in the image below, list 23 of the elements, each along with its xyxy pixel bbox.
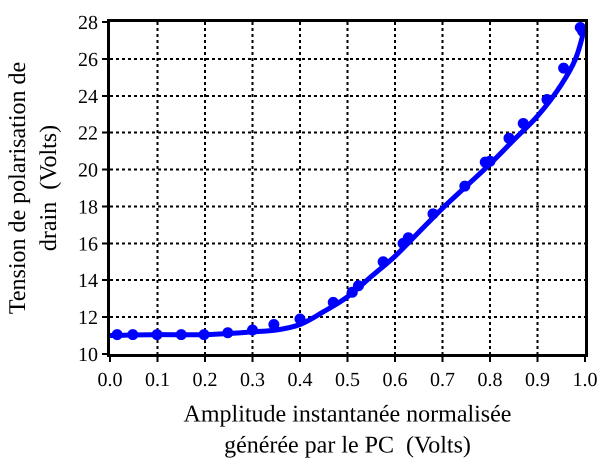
x-tick-label: 0.7 (430, 369, 455, 391)
x-tick-label: 0.5 (335, 369, 360, 391)
y-tick-label: 16 (78, 233, 98, 256)
x-tick-label: 0.2 (192, 369, 218, 391)
y-tick-label: 22 (78, 122, 98, 145)
y-tick-label: 20 (78, 160, 98, 182)
x-tick-label: 0.4 (288, 369, 312, 391)
x-tick-label: 0.6 (382, 369, 408, 391)
y-tick-label: 12 (78, 307, 98, 330)
x-tick-label: 0.8 (478, 369, 502, 391)
x-tick-label: 1.0 (572, 369, 598, 391)
y-tick-label: 24 (78, 86, 98, 108)
x-tick-label: 0.0 (98, 369, 122, 391)
y-tick-label: 28 (78, 12, 98, 34)
y-axis-title: Tension de polarisation de drain (Volts) (4, 62, 62, 314)
x-tick-label: 0.3 (240, 369, 265, 391)
y-tick-label: 18 (78, 196, 98, 218)
y-tick-label: 14 (78, 270, 98, 292)
x-axis-title: Amplitude instantanée normalisée générée par le PC (Volts) (184, 401, 512, 458)
y-tick-label: 10 (78, 344, 98, 366)
x-tick-label: 0.9 (525, 369, 550, 391)
x-tick-label: 0.1 (145, 369, 170, 391)
y-tick-label: 26 (78, 48, 98, 71)
